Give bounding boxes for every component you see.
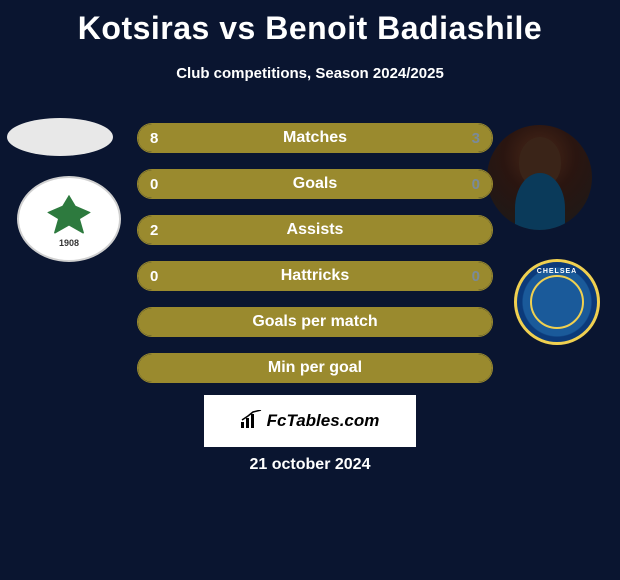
stat-label: Matches	[138, 129, 492, 147]
stat-label: Hattricks	[138, 267, 492, 285]
club-right-name: CHELSEA	[517, 268, 597, 275]
club-left-logo: 1908	[17, 176, 121, 262]
stat-row: 8Matches3	[137, 123, 493, 153]
stat-label: Min per goal	[138, 359, 492, 377]
stat-right-value: 0	[472, 268, 480, 285]
date-text: 21 october 2024	[0, 456, 620, 474]
player-left-avatar	[7, 118, 113, 156]
page-title: Kotsiras vs Benoit Badiashile	[0, 0, 620, 47]
club-right-logo: CHELSEA	[514, 259, 600, 345]
stat-label: Goals per match	[138, 313, 492, 331]
stat-row: 0Goals0	[137, 169, 493, 199]
club-left-year: 1908	[19, 238, 119, 248]
stat-row: 0Hattricks0	[137, 261, 493, 291]
chart-icon	[241, 410, 263, 433]
player-right-avatar	[487, 125, 592, 230]
subtitle: Club competitions, Season 2024/2025	[0, 65, 620, 82]
stat-row: Min per goal	[137, 353, 493, 383]
brand-badge: FcTables.com	[204, 395, 416, 447]
stat-row: 2Assists	[137, 215, 493, 245]
stat-label: Goals	[138, 175, 492, 193]
stat-bars-container: 8Matches30Goals02Assists0Hattricks0Goals…	[137, 123, 493, 399]
stat-right-value: 0	[472, 176, 480, 193]
stat-label: Assists	[138, 221, 492, 239]
stat-right-value: 3	[472, 130, 480, 147]
stat-row: Goals per match	[137, 307, 493, 337]
brand-text: FcTables.com	[267, 411, 380, 431]
